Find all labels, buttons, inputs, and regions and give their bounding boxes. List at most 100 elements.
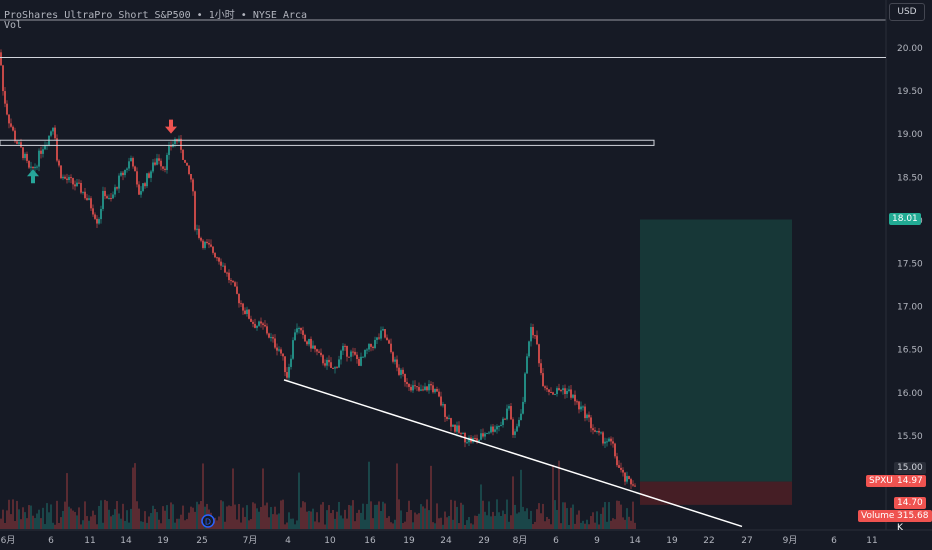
volume-bar	[18, 509, 20, 529]
volume-bar	[316, 512, 318, 529]
volume-bar	[502, 510, 504, 529]
volume-bar	[142, 521, 144, 529]
y-tick-label: 19.50	[897, 87, 923, 97]
volume-bar	[604, 502, 606, 529]
interval-label[interactable]: 1小时	[208, 10, 235, 21]
entry-price-tag: 15.00	[894, 462, 926, 474]
volume-bar	[172, 504, 174, 529]
candle-body	[250, 318, 252, 322]
candle-body	[462, 432, 464, 434]
x-tick-label: 16	[364, 536, 376, 546]
candles	[0, 49, 636, 490]
volume-bar	[94, 514, 96, 529]
volume-bar	[254, 503, 256, 529]
volume-bar	[178, 518, 180, 529]
volume-bar	[288, 512, 290, 529]
volume-bar	[436, 503, 438, 529]
candle-body	[134, 166, 136, 172]
candle-body	[332, 367, 334, 369]
volume-bar	[378, 501, 380, 529]
y-tick-label: 19.00	[897, 130, 923, 140]
candle-body	[546, 387, 548, 390]
candle-body	[94, 214, 96, 219]
volume-bar	[386, 517, 388, 529]
volume-bar	[440, 517, 442, 529]
candle-body	[230, 280, 232, 282]
candle-body	[190, 173, 192, 180]
volume-bar	[556, 509, 558, 529]
volume-bar	[32, 515, 34, 529]
target-zone	[640, 219, 792, 482]
candle-body	[266, 326, 268, 334]
volume-bar	[30, 505, 32, 529]
volume-bar	[562, 502, 564, 529]
y-tick-label: 18.50	[897, 173, 923, 183]
volume-bar	[348, 504, 350, 529]
volume-bar	[122, 503, 124, 529]
volume-bar	[500, 515, 502, 529]
dividend-marker-icon	[201, 514, 215, 528]
candle-body	[38, 150, 40, 167]
volume-bar	[66, 473, 68, 529]
volume-bar	[482, 500, 484, 529]
volume-bar	[52, 522, 54, 529]
candle-body	[516, 426, 518, 432]
volume-bar	[336, 511, 338, 529]
volume-bar	[72, 510, 74, 529]
volume-indicator-label[interactable]: Vol	[4, 20, 23, 31]
volume-bar	[106, 501, 108, 529]
volume-bar	[362, 503, 364, 529]
currency-button[interactable]: USD	[889, 3, 925, 21]
volume-bar	[252, 502, 254, 529]
volume-bar	[536, 509, 538, 529]
volume-bar	[152, 505, 154, 529]
volume-bar	[518, 512, 520, 529]
candle-body	[116, 187, 118, 189]
candle-body	[186, 162, 188, 166]
x-tick-label: 9	[594, 536, 600, 546]
volume-bar	[264, 505, 266, 529]
candle-body	[66, 178, 68, 181]
candle-body	[286, 372, 288, 378]
volume-bar	[244, 516, 246, 529]
candle-body	[610, 438, 612, 442]
candle-body	[632, 484, 634, 486]
candle-body	[548, 389, 550, 392]
candle-body	[138, 184, 140, 195]
candle-body	[606, 441, 608, 443]
volume-bar	[588, 524, 590, 529]
volume-bar	[412, 522, 414, 529]
drawings[interactable]: D	[0, 56, 886, 528]
volume-bar	[366, 503, 368, 529]
candle-body	[384, 329, 386, 338]
candle-body	[296, 328, 298, 333]
volume-bar	[236, 519, 238, 529]
candle-body	[86, 198, 88, 200]
volume-bar	[82, 520, 84, 529]
candle-body	[308, 338, 310, 345]
candle-body	[376, 337, 378, 340]
candle-body	[336, 367, 338, 369]
sell-arrow-icon	[165, 119, 177, 134]
candle-body	[100, 208, 102, 220]
candle-body	[572, 394, 574, 398]
candle-body	[162, 166, 164, 169]
candle-body	[566, 390, 568, 395]
volume-bar	[102, 522, 104, 529]
volume-bar	[176, 518, 178, 529]
candle-body	[302, 330, 304, 335]
candle-body	[6, 103, 8, 115]
volume-bar	[614, 519, 616, 529]
volume-bar	[328, 505, 330, 529]
candle-body	[394, 359, 396, 362]
volume-bar	[214, 517, 216, 529]
volume-bar	[442, 524, 444, 529]
candle-body	[344, 345, 346, 347]
candle-body	[310, 338, 312, 349]
y-tick-label: 15.50	[897, 432, 923, 442]
volume-bar	[10, 514, 12, 529]
y-tick-label: 16.50	[897, 346, 923, 356]
volume-bar	[342, 518, 344, 529]
volume-bar	[250, 519, 252, 529]
